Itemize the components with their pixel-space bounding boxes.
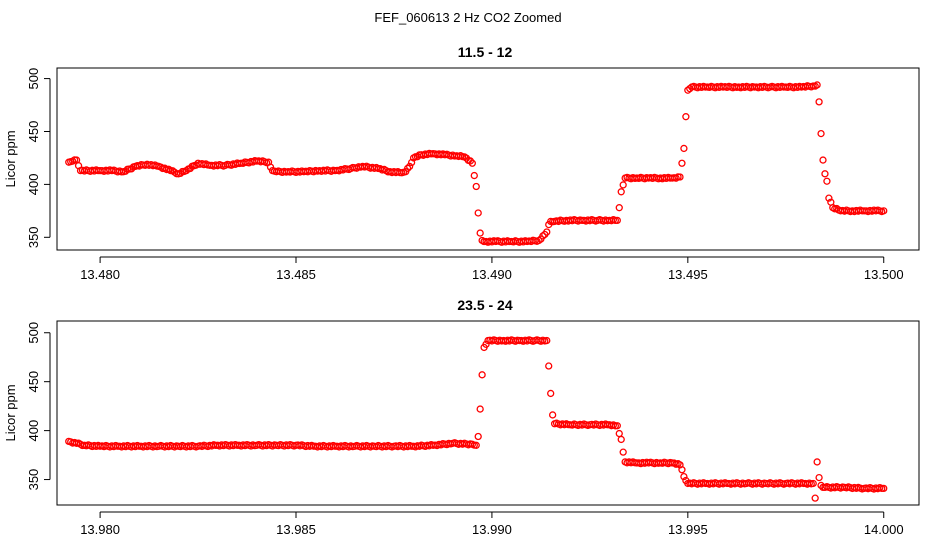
data-point — [682, 113, 690, 121]
x-tick-label: 13.980 — [80, 522, 120, 537]
data-point — [474, 432, 482, 441]
x-tick-label: 13.985 — [276, 522, 316, 537]
y-tick-label: 500 — [26, 322, 41, 344]
x-tick-label: 13.480 — [80, 267, 120, 282]
y-axis: 350 400 450 500 — [26, 68, 51, 248]
y-tick-label: 350 — [26, 469, 41, 491]
data-point — [825, 194, 833, 202]
data-points — [65, 336, 888, 502]
data-point-interp — [266, 163, 275, 171]
data-point — [478, 371, 486, 379]
x-tick-label: 13.990 — [472, 522, 512, 537]
data-point — [823, 177, 831, 185]
data-point — [543, 228, 551, 236]
x-axis: 13.980 13.985 13.990 13.995 14.000 — [80, 511, 904, 537]
y-tick-label: 450 — [26, 371, 41, 393]
data-point — [405, 162, 414, 171]
data-point — [545, 362, 553, 370]
data-point — [813, 458, 821, 466]
data-point — [617, 435, 625, 444]
y-tick-label: 450 — [26, 121, 41, 143]
data-point — [615, 204, 623, 212]
x-axis: 13.480 13.485 13.490 13.495 13.500 — [80, 256, 904, 282]
data-point-interp — [404, 164, 412, 173]
figure-title: FEF_060613 2 Hz CO2 Zoomed — [374, 10, 561, 25]
data-point — [472, 182, 480, 191]
data-point — [676, 173, 684, 181]
x-tick-label: 14.000 — [864, 522, 904, 537]
plot-frame — [56, 320, 920, 506]
panel-top: 11.5 - 12 Licor ppm 13.480 13.485 13.490 13… — [3, 44, 920, 282]
panel-title: 23.5 - 24 — [457, 297, 512, 313]
data-point — [680, 472, 688, 481]
x-tick-label: 13.500 — [864, 267, 904, 282]
data-point — [809, 479, 817, 488]
y-axis: 350 400 450 500 — [26, 322, 51, 491]
data-point-interp — [619, 181, 627, 189]
panel-bottom: 23.5 - 24 Licor ppm 13.980 13.985 13.990 13… — [3, 297, 920, 537]
data-point — [813, 81, 821, 89]
plot-frame — [56, 67, 920, 251]
data-point — [613, 216, 621, 225]
data-point — [547, 389, 555, 398]
y-axis-label: Licor ppm — [3, 384, 18, 441]
data-point — [476, 405, 484, 413]
panel-title: 11.5 - 12 — [458, 44, 513, 60]
data-point-interp — [121, 167, 130, 175]
data-point — [678, 466, 686, 474]
x-tick-label: 13.490 — [472, 267, 512, 282]
y-tick-label: 350 — [26, 226, 41, 248]
y-tick-label: 500 — [26, 68, 41, 90]
data-point — [476, 229, 484, 237]
data-point — [821, 170, 829, 178]
y-tick-label: 400 — [26, 174, 41, 196]
data-point — [880, 207, 888, 215]
data-point — [613, 422, 621, 430]
data-point — [549, 411, 557, 419]
data-point — [880, 484, 888, 493]
data-point — [468, 159, 476, 167]
data-point-interp — [482, 340, 490, 349]
data-point-interp — [470, 171, 478, 180]
data-point — [543, 336, 551, 345]
data-point — [817, 129, 825, 138]
data-points — [65, 81, 888, 246]
x-tick-label: 13.995 — [668, 522, 708, 537]
data-point — [815, 473, 823, 482]
data-point — [182, 166, 190, 175]
x-tick-label: 13.495 — [668, 267, 708, 282]
data-point — [819, 156, 827, 164]
y-axis-label: Licor ppm — [3, 130, 18, 187]
x-tick-label: 13.485 — [276, 267, 316, 282]
data-point — [472, 441, 480, 449]
data-point — [815, 98, 823, 106]
data-point — [678, 159, 686, 167]
data-point — [617, 188, 625, 196]
data-point — [680, 144, 688, 153]
data-point — [474, 209, 482, 217]
y-tick-label: 400 — [26, 420, 41, 442]
data-point — [619, 448, 627, 456]
data-point — [811, 494, 819, 502]
data-point-interp — [176, 169, 185, 178]
